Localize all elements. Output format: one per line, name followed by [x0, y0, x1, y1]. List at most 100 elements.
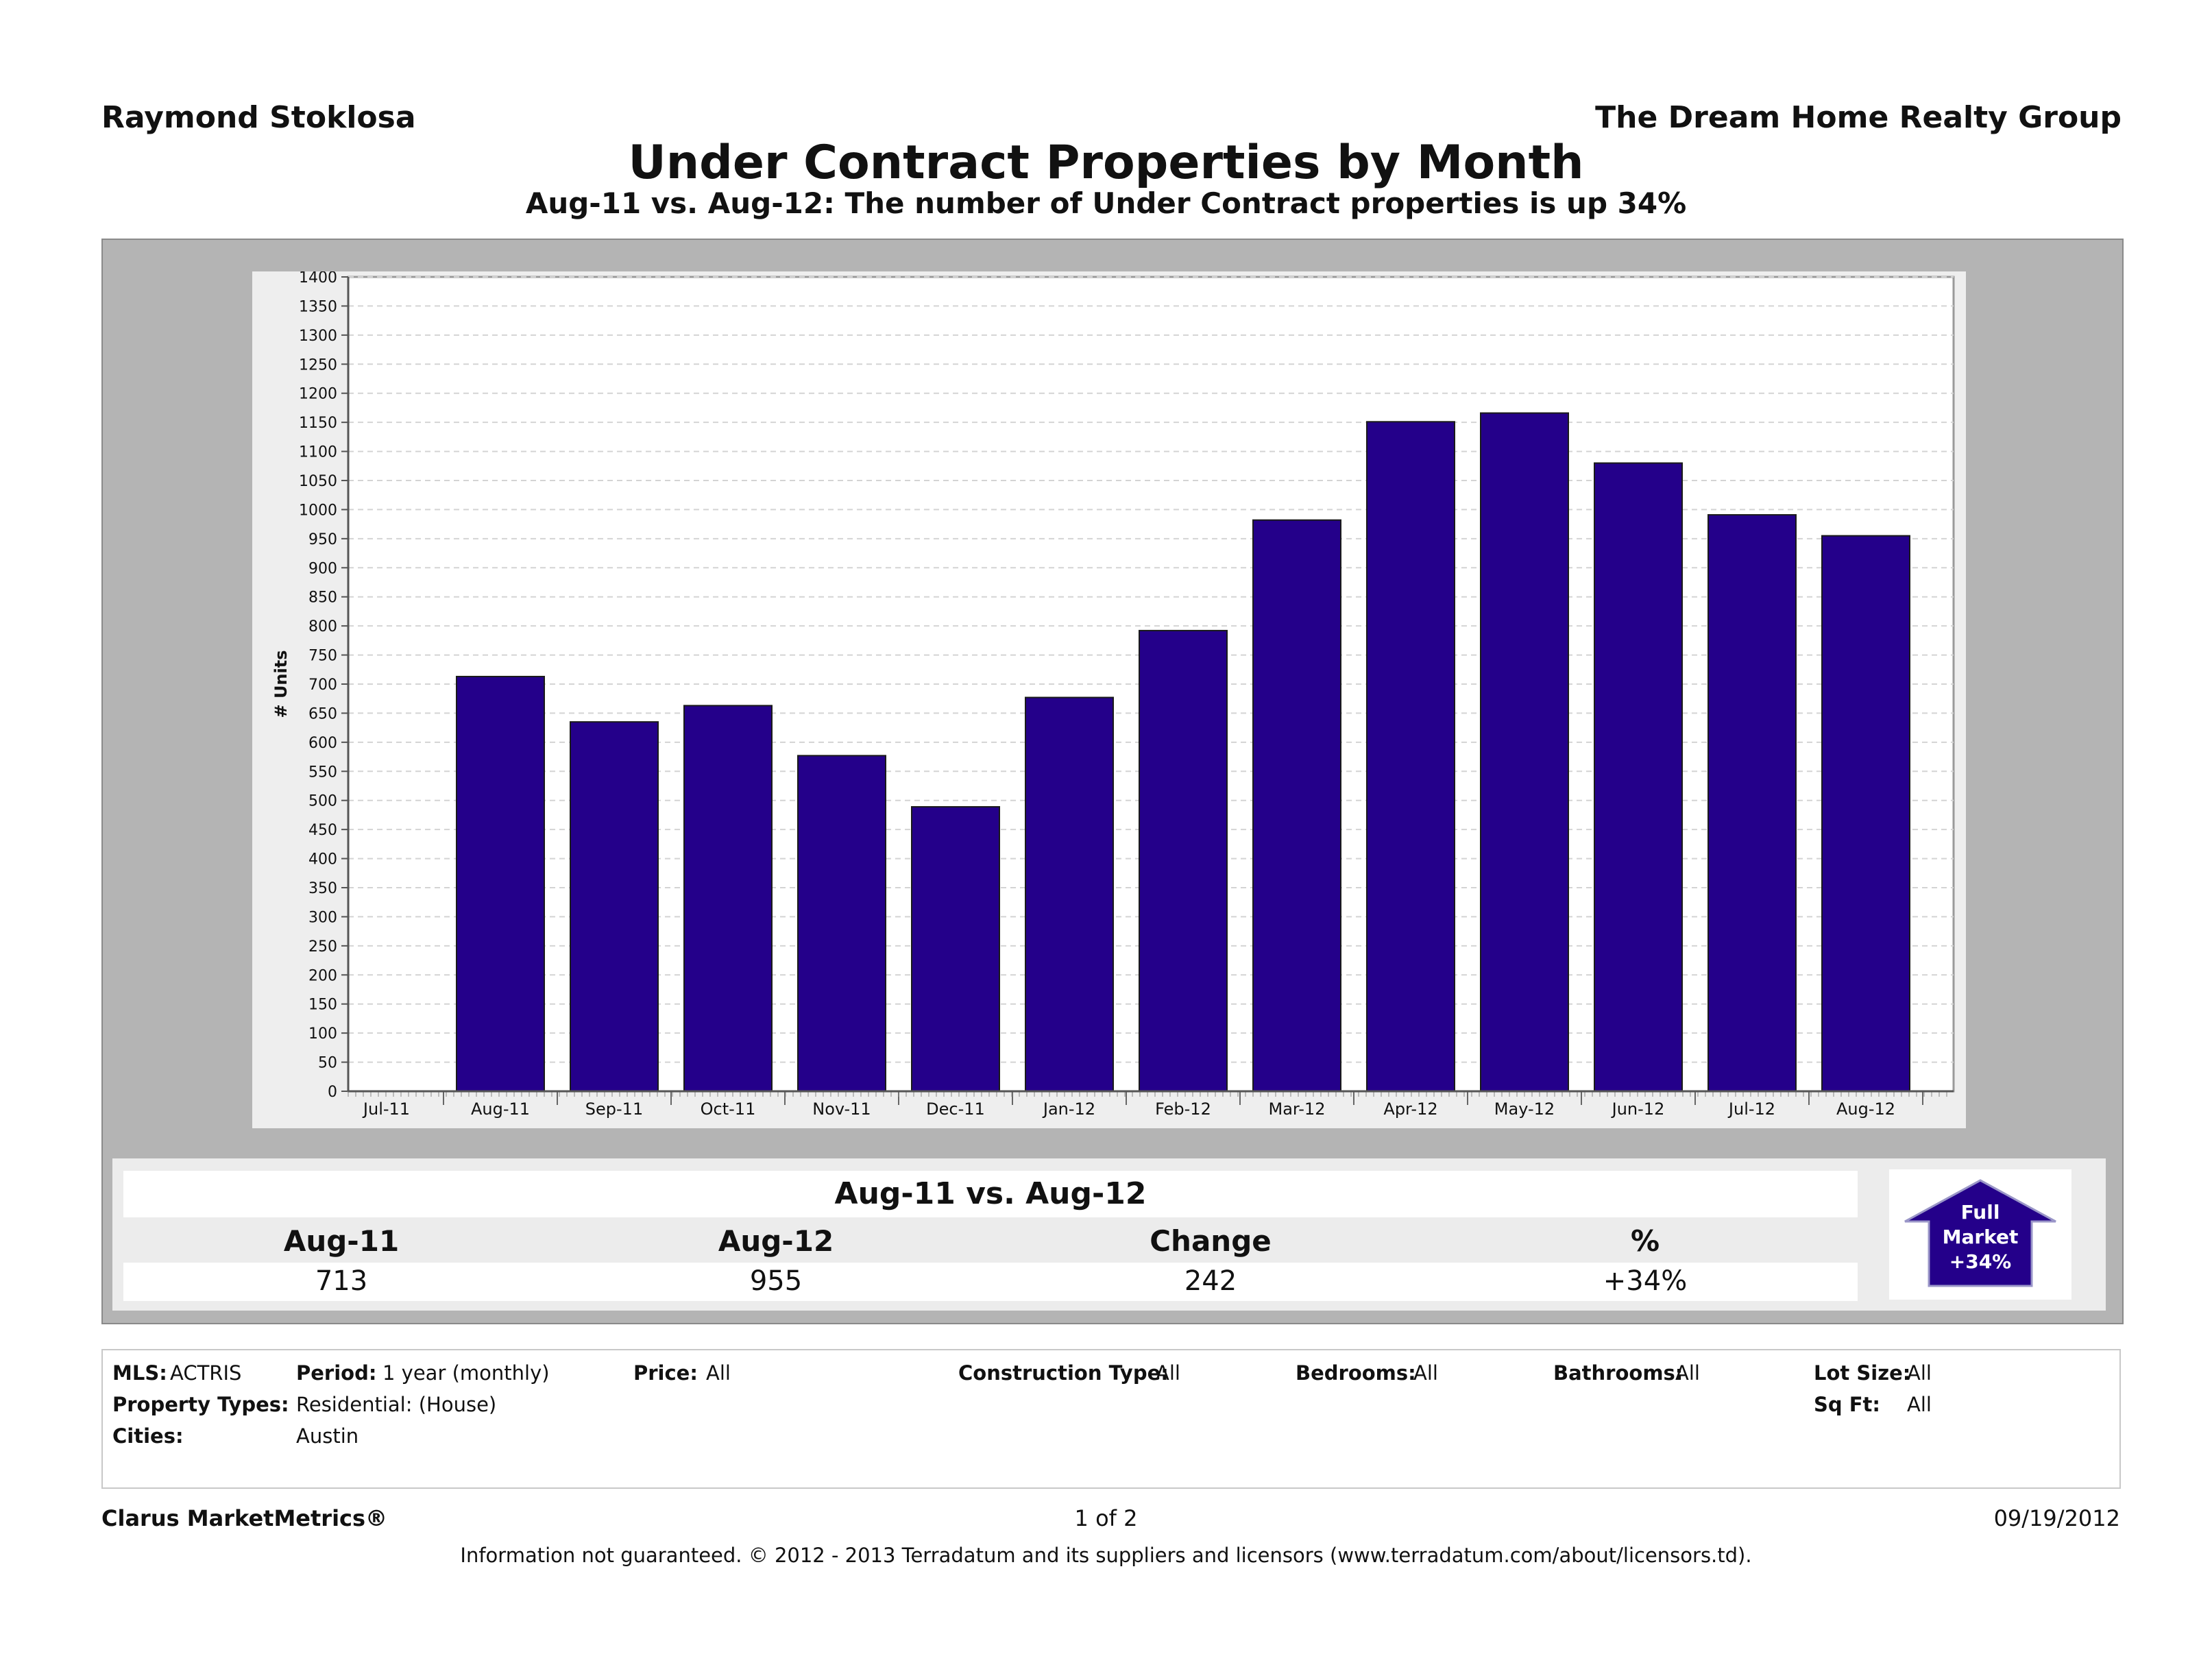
x-tick-label: Apr-12	[1383, 1099, 1437, 1119]
y-tick-label: 250	[308, 938, 337, 956]
y-tick-label: 1000	[299, 502, 337, 519]
y-tick-label: 150	[308, 997, 337, 1014]
bar	[1025, 696, 1114, 1092]
x-tick-label: Jun-12	[1611, 1099, 1665, 1119]
summary-value-percent: +34%	[1603, 1265, 1688, 1297]
x-tick-label: Jul-12	[1727, 1099, 1775, 1119]
lotsize-label: Lot Size:	[1814, 1361, 1911, 1385]
bar	[911, 806, 1000, 1092]
y-tick-label: 1400	[299, 271, 337, 287]
bar	[683, 705, 773, 1092]
y-tick-label: 700	[308, 677, 337, 694]
y-tick-label: 600	[308, 735, 337, 752]
cities-label: Cities:	[112, 1424, 184, 1448]
x-tick-label: Oct-11	[701, 1099, 756, 1119]
y-tick-label: 50	[318, 1055, 337, 1072]
chart-subtitle: Aug-11 vs. Aug-12: The number of Under C…	[525, 186, 1687, 220]
price-value: All	[706, 1361, 731, 1385]
y-tick-label: 800	[308, 618, 337, 635]
summary-title-box	[123, 1171, 1858, 1217]
proptypes-label: Property Types:	[112, 1393, 289, 1416]
arrow-up-icon: Full Market +34%	[1904, 1179, 2056, 1287]
x-tick-label: Aug-11	[471, 1099, 530, 1119]
bar	[1252, 519, 1341, 1092]
x-tick-label: Mar-12	[1269, 1099, 1326, 1119]
y-tick-label: 1150	[299, 415, 337, 432]
bathrooms-value: All	[1675, 1361, 1700, 1385]
price-label: Price:	[633, 1361, 698, 1385]
company-name: The Dream Home Realty Group	[1595, 100, 2122, 135]
y-tick-label: 850	[308, 589, 337, 607]
y-tick-label: 400	[308, 851, 337, 868]
summary-values-row	[123, 1263, 1858, 1301]
y-tick-label: 750	[308, 648, 337, 665]
x-tick-label: Jan-12	[1042, 1099, 1095, 1119]
market-badge: Full Market +34%	[1889, 1169, 2071, 1300]
footer-date: 09/19/2012	[1993, 1505, 2120, 1531]
summary-header-aug11: Aug-11	[283, 1224, 400, 1258]
y-tick-label: 1300	[299, 328, 337, 345]
summary-value-aug12: 955	[749, 1265, 803, 1297]
bar	[797, 755, 886, 1092]
bar	[1480, 412, 1569, 1092]
y-tick-label: 900	[308, 560, 337, 577]
bar	[1594, 462, 1683, 1092]
period-value: 1 year (monthly)	[382, 1361, 550, 1385]
disclaimer: Information not guaranteed. © 2012 - 201…	[460, 1544, 1752, 1567]
y-tick-label: 350	[308, 880, 337, 897]
bathrooms-label: Bathrooms:	[1553, 1361, 1684, 1385]
bedrooms-label: Bedrooms:	[1296, 1361, 1416, 1385]
y-tick-label: 100	[308, 1025, 337, 1043]
bar	[1707, 514, 1797, 1092]
y-tick-label: 950	[308, 531, 337, 548]
construction-label: Construction Type:	[958, 1361, 1169, 1385]
badge-line1: Full	[1961, 1201, 2000, 1224]
sqft-value: All	[1907, 1393, 1932, 1416]
summary-value-aug11: 713	[315, 1265, 368, 1297]
x-tick-label: Feb-12	[1155, 1099, 1211, 1119]
x-tick-label: Aug-12	[1836, 1099, 1895, 1119]
y-axis-label: # Units	[271, 650, 291, 718]
y-tick-label: 200	[308, 967, 337, 984]
summary-value-change: 242	[1184, 1265, 1237, 1297]
agent-name: Raymond Stoklosa	[101, 100, 416, 135]
filters-panel	[101, 1349, 2121, 1489]
x-tick-label: May-12	[1494, 1099, 1555, 1119]
x-tick-label: Jul-11	[362, 1099, 410, 1119]
period-label: Period:	[296, 1361, 377, 1385]
summary-header-aug12: Aug-12	[718, 1224, 834, 1258]
y-tick-label: 500	[308, 793, 337, 810]
chart-title: Under Contract Properties by Month	[628, 136, 1584, 190]
bar	[1139, 629, 1228, 1092]
chart-area: 0 50 100 150 200 250 300 350 400 450 500 550 600 650 7…	[252, 269, 1966, 1128]
mls-label: MLS:	[112, 1361, 167, 1385]
sqft-label: Sq Ft:	[1814, 1393, 1881, 1416]
y-tick-label: 0	[328, 1084, 337, 1101]
summary-header-change: Change	[1150, 1224, 1272, 1258]
y-tick-label: 1250	[299, 356, 337, 374]
bar	[1821, 535, 1910, 1093]
proptypes-value: Residential: (House)	[296, 1393, 497, 1416]
summary-header-percent: %	[1630, 1224, 1660, 1258]
x-tick-label: Nov-11	[812, 1099, 871, 1119]
bedrooms-value: All	[1413, 1361, 1438, 1385]
lotsize-value: All	[1907, 1361, 1932, 1385]
bar	[570, 721, 659, 1092]
bar	[1366, 421, 1455, 1092]
y-tick-label: 1050	[299, 473, 337, 490]
bar-chart: 0 50 100 150 200 250 300 350 400 450 500 550 600 650 7…	[271, 269, 1955, 1119]
y-tick-label: 300	[308, 909, 337, 926]
footer-brand: Clarus MarketMetrics®	[101, 1505, 388, 1531]
x-tick-label: Sep-11	[585, 1099, 643, 1119]
bar	[456, 675, 545, 1092]
badge-line2: Market	[1943, 1226, 2019, 1248]
cities-value: Austin	[296, 1424, 359, 1448]
construction-value: All	[1156, 1361, 1180, 1385]
y-tick-label: 650	[308, 705, 337, 722]
y-tick-label: 550	[308, 764, 337, 781]
page-number: 1 of 2	[1074, 1505, 1138, 1531]
mls-value: ACTRIS	[170, 1361, 242, 1385]
y-tick-label: 1100	[299, 444, 337, 461]
y-tick-label: 1350	[299, 298, 337, 315]
summary-title: Aug-11 vs. Aug-12	[834, 1176, 1147, 1211]
